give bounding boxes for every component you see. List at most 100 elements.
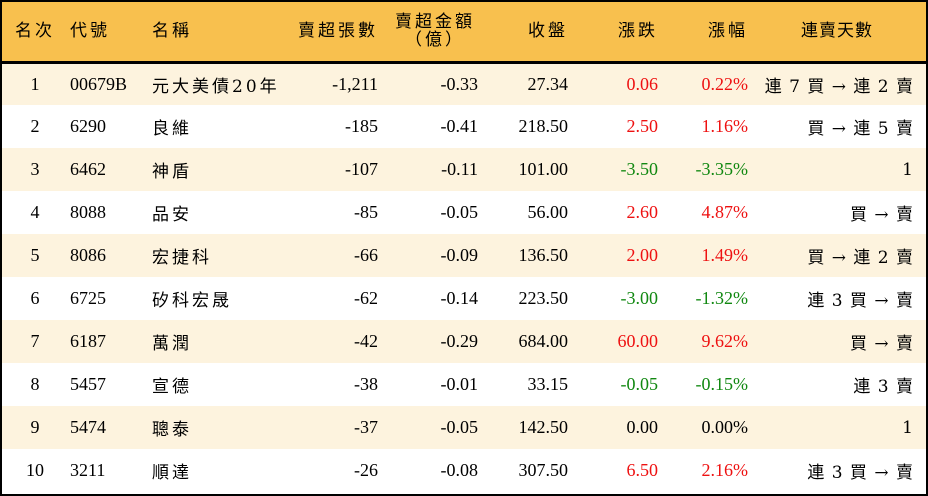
cell-change: -3.50 (620, 159, 659, 179)
cell-net-sell-lots: -42 (354, 331, 378, 351)
cell-rank: 8 (30, 374, 40, 394)
header-net-sell-amount-unit: （億） (405, 30, 465, 51)
cell-close: 56.00 (527, 202, 569, 222)
cell-code[interactable]: 5457 (70, 374, 106, 394)
cell-rank: 1 (30, 73, 40, 94)
cell-rank: 2 (30, 116, 40, 136)
cell-change: 0.06 (626, 73, 659, 94)
table-row[interactable]: 7 6187 萬潤 -42 -0.29 684.00 60.00 9.62% 買… (2, 320, 926, 363)
header-net-sell-lots[interactable]: 賣超張數 (298, 21, 378, 42)
cell-code[interactable]: 6462 (70, 159, 106, 179)
cell-streak: 連 3 賣 (853, 377, 914, 397)
cell-rank: 4 (30, 202, 40, 222)
header-rank[interactable]: 名次 (15, 21, 55, 42)
header-change-pct[interactable]: 漲幅 (708, 21, 748, 42)
cell-streak: 連 7 買 → 連 2 賣 (764, 76, 914, 97)
cell-close: 218.50 (518, 116, 569, 136)
cell-code[interactable]: 6187 (70, 331, 106, 351)
cell-code[interactable]: 6725 (70, 288, 106, 308)
cell-rank: 5 (30, 245, 40, 265)
cell-change-pct: 0.00% (701, 417, 749, 437)
header-close[interactable]: 收盤 (528, 21, 568, 42)
cell-change-pct: 4.87% (701, 202, 749, 222)
cell-change: 6.50 (626, 460, 659, 480)
cell-streak: 連 3 買 → 賣 (807, 463, 914, 483)
cell-name[interactable]: 良維 (152, 119, 192, 139)
cell-name[interactable]: 宏捷科 (152, 248, 212, 268)
cell-net-sell-lots: -37 (354, 417, 378, 437)
cell-close: 33.15 (527, 374, 569, 394)
table-row[interactable]: 5 8086 宏捷科 -66 -0.09 136.50 2.00 1.49% 買… (2, 234, 926, 277)
header-streak[interactable]: 連賣天數 (801, 21, 873, 42)
cell-code[interactable]: 3211 (70, 460, 106, 480)
cell-close: 307.50 (518, 460, 569, 480)
cell-rank: 10 (26, 460, 44, 480)
cell-name[interactable]: 元大美債20年 (152, 76, 280, 97)
cell-streak: 買 → 賣 (849, 334, 914, 354)
cell-net-sell-lots: -66 (354, 245, 378, 265)
cell-streak: 買 → 連 2 賣 (807, 248, 914, 268)
table-row[interactable]: 10 3211 順達 -26 -0.08 307.50 6.50 2.16% 連… (2, 449, 926, 492)
cell-change-pct: -3.35% (695, 159, 749, 179)
cell-rank: 9 (30, 417, 40, 437)
cell-close: 27.34 (527, 73, 569, 94)
cell-streak: 1 (902, 417, 914, 438)
cell-change-pct: 1.16% (701, 116, 749, 136)
cell-net-sell-amount: -0.33 (440, 73, 479, 94)
cell-streak: 1 (902, 159, 914, 180)
cell-net-sell-amount: -0.09 (440, 245, 479, 265)
cell-close: 101.00 (518, 159, 569, 179)
table-row[interactable]: 2 6290 良維 -185 -0.41 218.50 2.50 1.16% 買… (2, 105, 926, 148)
cell-name[interactable]: 神盾 (152, 162, 192, 182)
header-code[interactable]: 代號 (70, 21, 110, 42)
cell-rank: 7 (30, 331, 40, 351)
cell-change-pct: -0.15% (695, 374, 749, 394)
cell-name[interactable]: 品安 (152, 205, 192, 225)
cell-net-sell-amount: -0.01 (440, 374, 479, 394)
cell-net-sell-lots: -85 (354, 202, 378, 222)
cell-name[interactable]: 宣德 (152, 377, 192, 397)
cell-change: 2.50 (626, 116, 659, 136)
header-net-sell-amount[interactable]: 賣超金額 （億） (378, 2, 478, 62)
cell-streak: 買 → 連 5 賣 (807, 119, 914, 139)
cell-change: 60.00 (617, 331, 659, 351)
cell-code[interactable]: 6290 (70, 116, 106, 136)
cell-rank: 3 (30, 159, 40, 179)
table-row[interactable]: 4 8088 品安 -85 -0.05 56.00 2.60 4.87% 買 →… (2, 191, 926, 234)
table-row[interactable]: 6 6725 矽科宏晟 -62 -0.14 223.50 -3.00 -1.32… (2, 277, 926, 320)
cell-name[interactable]: 順達 (152, 463, 192, 483)
cell-net-sell-lots: -26 (354, 460, 378, 480)
cell-change: 2.00 (626, 245, 659, 265)
cell-streak: 買 → 賣 (849, 205, 914, 225)
cell-close: 142.50 (518, 417, 569, 437)
cell-close: 684.00 (518, 331, 569, 351)
cell-code[interactable]: 5474 (70, 417, 106, 437)
header-change[interactable]: 漲跌 (618, 21, 658, 42)
cell-code[interactable]: 00679B (70, 73, 128, 94)
table-row[interactable]: 8 5457 宣德 -38 -0.01 33.15 -0.05 -0.15% 連… (2, 363, 926, 406)
table-row[interactable]: 1 00679B 元大美債20年 -1,211 -0.33 27.34 0.06… (2, 62, 926, 105)
cell-change-pct: -1.32% (695, 288, 749, 308)
table-row[interactable]: 9 5474 聰泰 -37 -0.05 142.50 0.00 0.00% 1 (2, 406, 926, 449)
cell-net-sell-amount: -0.14 (440, 288, 479, 308)
cell-change-pct: 1.49% (701, 245, 749, 265)
cell-streak: 連 3 買 → 賣 (807, 291, 914, 311)
cell-name[interactable]: 聰泰 (152, 420, 192, 440)
table-body: 1 00679B 元大美債20年 -1,211 -0.33 27.34 0.06… (2, 62, 926, 492)
cell-net-sell-amount: -0.05 (440, 417, 479, 437)
table-row[interactable]: 3 6462 神盾 -107 -0.11 101.00 -3.50 -3.35%… (2, 148, 926, 191)
cell-net-sell-lots: -107 (345, 159, 378, 179)
cell-name[interactable]: 萬潤 (152, 334, 192, 354)
cell-net-sell-lots: -38 (354, 374, 378, 394)
cell-net-sell-lots: -1,211 (332, 73, 378, 94)
cell-change: -3.00 (620, 288, 659, 308)
cell-change: 2.60 (626, 202, 659, 222)
cell-code[interactable]: 8086 (70, 245, 106, 265)
cell-net-sell-lots: -185 (345, 116, 378, 136)
header-name[interactable]: 名稱 (152, 21, 192, 42)
cell-net-sell-amount: -0.29 (440, 331, 479, 351)
cell-name[interactable]: 矽科宏晟 (152, 291, 232, 311)
cell-code[interactable]: 8088 (70, 202, 106, 222)
